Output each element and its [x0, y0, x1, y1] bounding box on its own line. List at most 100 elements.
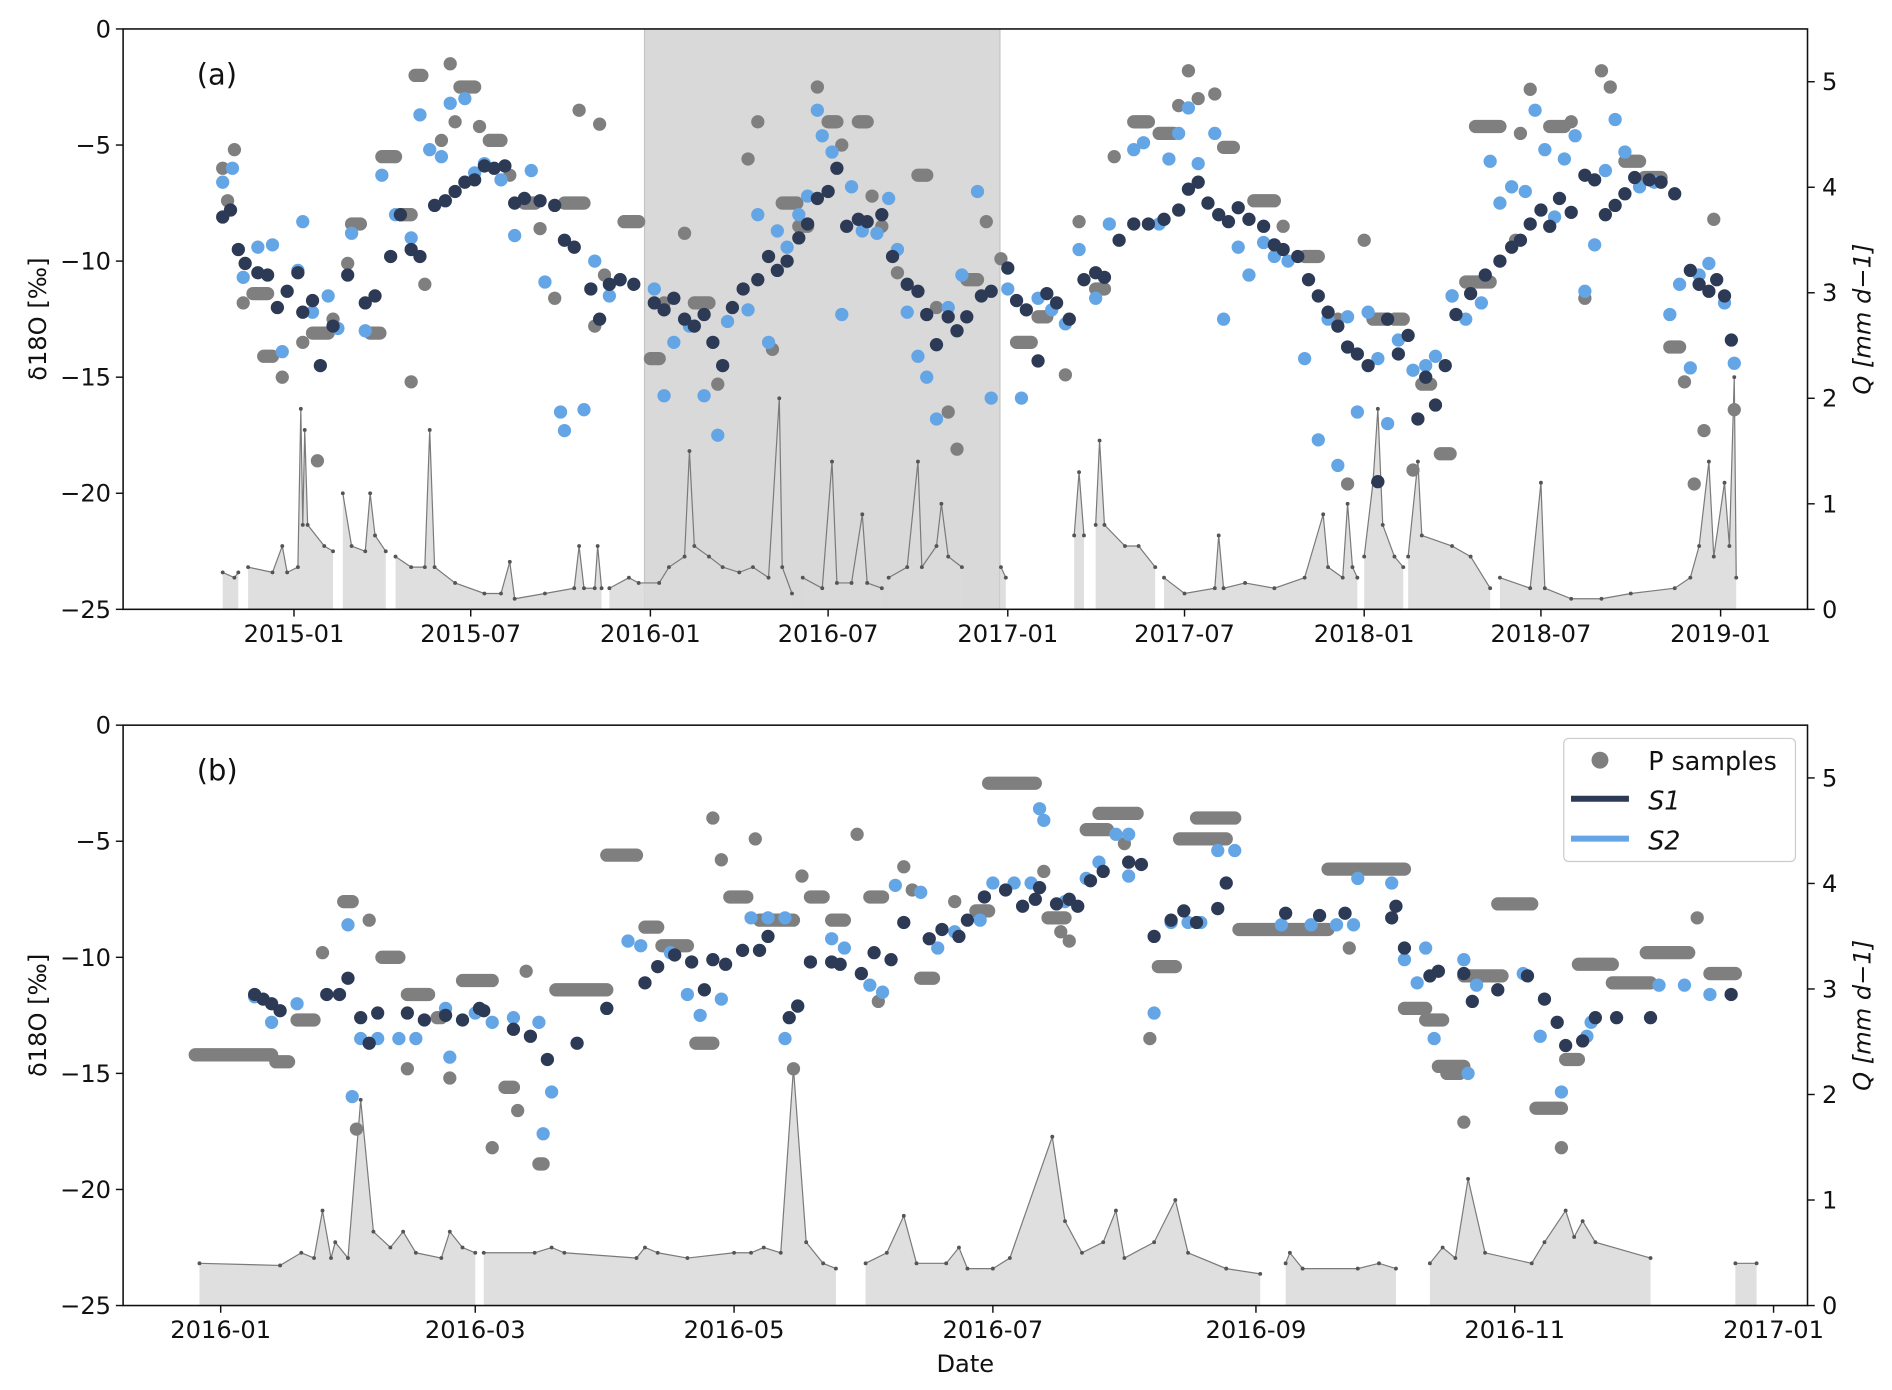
s2-point: [1474, 296, 1489, 310]
s2-point: [634, 939, 648, 953]
s2-point: [236, 270, 250, 284]
s2-point: [538, 275, 552, 289]
y-axis-label: δ18O [‰]: [24, 954, 52, 1077]
legend-p-samples-marker: [1591, 751, 1609, 769]
s2-point: [265, 238, 280, 252]
s1-point: [1564, 205, 1578, 219]
s1-point: [998, 883, 1013, 897]
s1-point: [1724, 333, 1738, 347]
s2-point: [1557, 152, 1572, 166]
s1-point: [657, 303, 671, 317]
s1-point: [1608, 198, 1622, 213]
discharge-line: [802, 461, 883, 590]
discharge-point: [401, 1229, 406, 1234]
s1-point: [900, 277, 914, 291]
y-tick-label: 0: [96, 712, 111, 740]
s1-point: [1256, 219, 1271, 233]
discharge-point: [1483, 1250, 1487, 1255]
s1-point: [1276, 242, 1290, 257]
s2-point: [341, 918, 355, 932]
s2-point: [443, 1050, 457, 1064]
discharge-point: [1380, 522, 1385, 527]
s1-point: [1371, 475, 1385, 489]
s2-point: [1672, 277, 1687, 291]
s2-point: [875, 985, 890, 999]
s1-point: [716, 358, 730, 373]
s1-point: [1491, 983, 1505, 997]
s1-point: [1431, 964, 1446, 978]
s2-point: [1618, 145, 1632, 159]
s1-point: [1534, 203, 1548, 217]
s1-point: [1338, 906, 1352, 920]
discharge-point: [1153, 565, 1158, 570]
discharge-point: [1216, 533, 1221, 538]
discharge-point: [914, 1261, 919, 1266]
s1-point: [1520, 969, 1535, 983]
discharge-point: [1732, 375, 1737, 380]
legend: P samples S1 S2: [1563, 737, 1797, 863]
discharge-point: [919, 565, 924, 570]
x-tick-label: 2016-03: [425, 1316, 526, 1344]
discharge-area: [199, 1099, 476, 1306]
discharge-point: [687, 449, 692, 453]
discharge-point: [849, 581, 854, 585]
s2-point: [1727, 356, 1741, 370]
s2-point: [1346, 918, 1361, 932]
y2-tick-label: 2: [1822, 385, 1837, 413]
s2-point: [1181, 101, 1196, 115]
s2-point: [744, 911, 758, 925]
s1-point: [1291, 249, 1305, 264]
discharge-area: [1735, 1263, 1757, 1306]
y-tick-label: −10: [60, 248, 111, 276]
s1-point: [557, 233, 572, 247]
discharge-point: [749, 1250, 753, 1255]
y2-tick-label: 3: [1822, 279, 1837, 307]
s2-point: [778, 1031, 792, 1046]
s1-point: [1049, 897, 1064, 911]
s2-point: [536, 1127, 550, 1141]
discharge-point: [543, 591, 547, 596]
discharge-point: [1419, 533, 1424, 538]
s1-point: [627, 277, 641, 291]
discharge-point: [1401, 565, 1406, 570]
s1-point: [1201, 196, 1215, 210]
s1-point: [1031, 354, 1045, 368]
s2-point: [931, 941, 945, 955]
s1-point: [791, 999, 805, 1013]
discharge-point: [778, 1250, 783, 1255]
s2-point: [984, 391, 998, 405]
s2-point: [375, 168, 389, 182]
discharge-area: [1164, 503, 1358, 610]
discharge-point: [732, 1250, 737, 1255]
discharge-point: [1003, 575, 1008, 580]
s2-point: [1428, 349, 1443, 363]
s1-point: [326, 319, 340, 333]
s1-point: [800, 217, 815, 231]
s1-point: [1127, 217, 1141, 231]
s2-point: [720, 314, 735, 329]
s1-point: [697, 983, 712, 997]
s1-point: [1463, 286, 1478, 301]
s1-point: [810, 191, 825, 206]
s2-point: [1089, 291, 1103, 305]
s2-point: [1652, 978, 1666, 992]
s1-point: [1231, 201, 1245, 215]
s1-point: [1401, 328, 1415, 343]
discharge-point: [1221, 586, 1226, 591]
s1-point: [929, 338, 944, 352]
y2-axis-label: Q [mm d−1]: [1848, 244, 1876, 395]
plot-area: [216, 28, 1741, 610]
discharge-point: [1321, 512, 1326, 517]
s1-point: [706, 952, 720, 967]
discharge-point: [592, 586, 597, 591]
discharge-point: [1283, 1261, 1288, 1266]
discharge-point: [1394, 1266, 1398, 1271]
s1-point: [1028, 892, 1042, 906]
discharge-point: [886, 575, 891, 580]
s2-point: [911, 349, 925, 363]
s1-point: [1049, 296, 1064, 310]
discharge-area: [222, 572, 239, 610]
s1-point: [840, 219, 854, 233]
discharge-point: [1572, 1235, 1577, 1239]
discharge-area: [1499, 377, 1737, 610]
